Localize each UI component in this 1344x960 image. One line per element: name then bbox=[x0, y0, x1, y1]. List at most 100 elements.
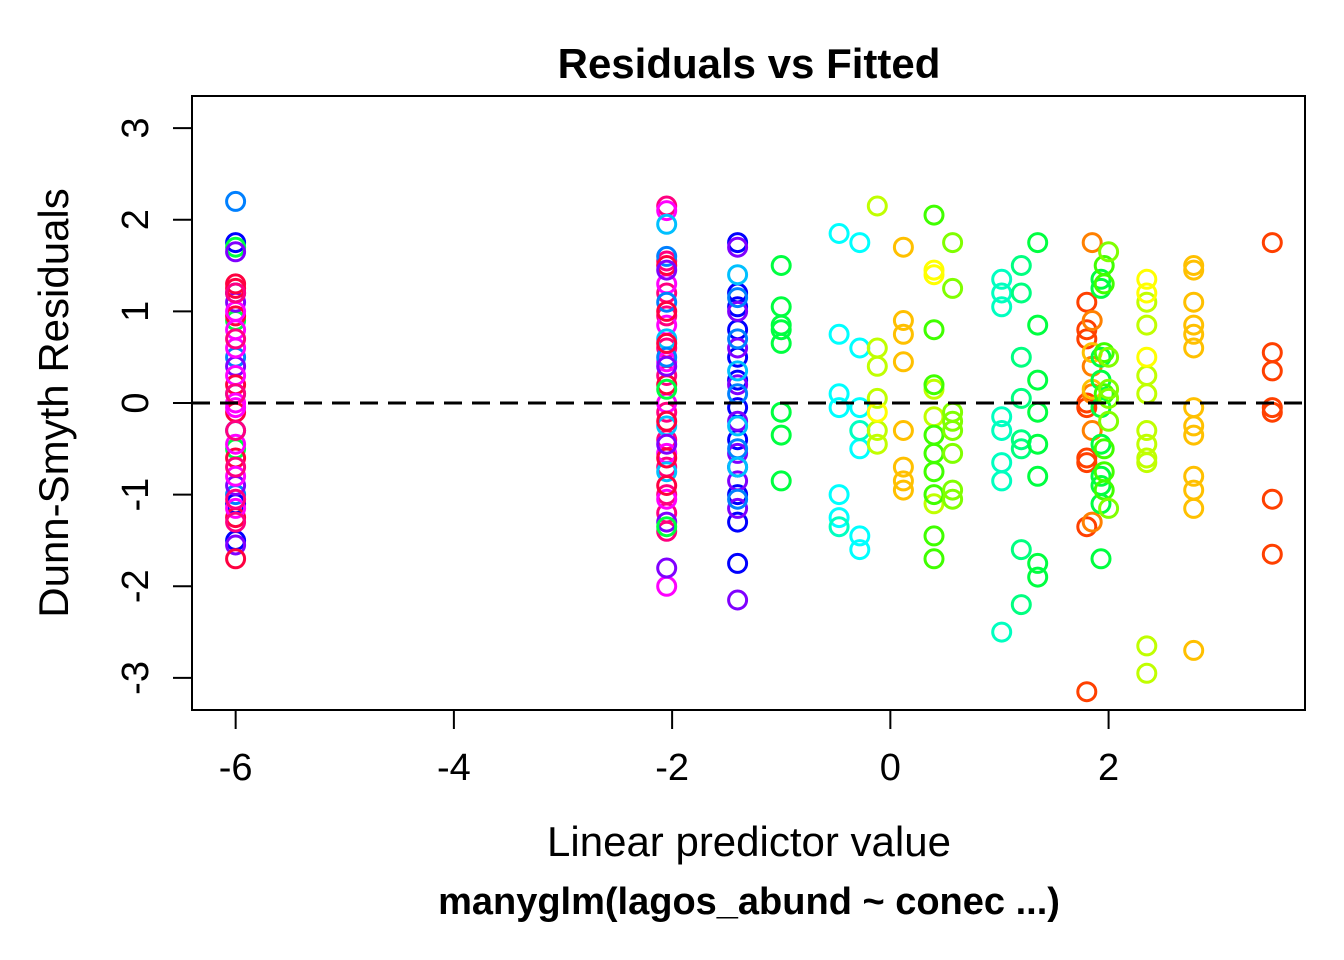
data-point bbox=[727, 488, 749, 510]
data-point bbox=[225, 548, 247, 570]
data-point bbox=[923, 548, 945, 570]
data-point bbox=[1136, 452, 1158, 474]
data-point bbox=[1261, 360, 1283, 382]
x-tick-label: -4 bbox=[437, 747, 471, 789]
x-tick-label: 0 bbox=[880, 747, 901, 789]
data-point bbox=[1090, 548, 1112, 570]
data-point bbox=[1027, 232, 1049, 254]
data-point bbox=[656, 245, 678, 267]
data-point bbox=[656, 488, 678, 510]
data-point bbox=[1183, 497, 1205, 519]
data-point bbox=[225, 456, 247, 478]
y-tick-label: -3 bbox=[115, 661, 157, 695]
x-axis-label: Linear predictor value bbox=[547, 818, 951, 865]
data-point bbox=[991, 420, 1013, 441]
data-point bbox=[1136, 346, 1158, 368]
data-point bbox=[923, 424, 945, 446]
data-point bbox=[828, 397, 850, 419]
data-point bbox=[923, 406, 945, 428]
data-point bbox=[225, 534, 247, 556]
data-point bbox=[991, 406, 1013, 428]
y-tick-label: -1 bbox=[115, 478, 157, 512]
data-point bbox=[828, 223, 850, 244]
data-point bbox=[1027, 433, 1049, 455]
data-point bbox=[866, 195, 888, 217]
data-point bbox=[225, 328, 247, 350]
data-point bbox=[849, 232, 871, 254]
data-point bbox=[1027, 465, 1049, 487]
data-point bbox=[991, 470, 1013, 492]
data-point bbox=[225, 337, 247, 359]
y-tick-label: -2 bbox=[115, 569, 157, 603]
data-point bbox=[1090, 433, 1112, 455]
data-point bbox=[1136, 635, 1158, 657]
model-formula-subtitle: manyglm(lagos_abund ~ conec ...) bbox=[438, 881, 1060, 923]
data-point bbox=[991, 282, 1013, 304]
data-point bbox=[1010, 387, 1032, 409]
data-point bbox=[656, 346, 678, 368]
x-tick-label: -2 bbox=[655, 747, 689, 789]
y-tick-label: 1 bbox=[115, 301, 157, 322]
data-point bbox=[1098, 387, 1120, 409]
data-point bbox=[1136, 314, 1158, 336]
data-point bbox=[225, 433, 247, 455]
data-point bbox=[923, 204, 945, 226]
data-point bbox=[727, 236, 749, 258]
data-point bbox=[225, 190, 247, 212]
data-point bbox=[727, 374, 749, 396]
data-point bbox=[828, 323, 850, 345]
data-point bbox=[225, 420, 247, 441]
data-point bbox=[1090, 277, 1112, 299]
data-point bbox=[727, 589, 749, 611]
y-axis-label: Dunn-Smyth Residuals bbox=[30, 188, 77, 618]
data-point bbox=[923, 319, 945, 341]
data-point bbox=[727, 264, 749, 286]
data-point bbox=[1076, 397, 1098, 419]
data-point bbox=[656, 401, 678, 423]
data-point bbox=[923, 374, 945, 396]
data-point bbox=[828, 507, 850, 529]
data-point bbox=[727, 497, 749, 519]
data-point bbox=[892, 470, 914, 492]
data-point bbox=[1090, 465, 1112, 487]
data-point bbox=[1010, 282, 1032, 304]
data-point bbox=[1076, 291, 1098, 313]
data-point bbox=[849, 438, 871, 460]
data-points bbox=[225, 190, 1283, 703]
data-point bbox=[727, 456, 749, 478]
data-point bbox=[1081, 310, 1103, 331]
data-point bbox=[942, 442, 964, 464]
data-point bbox=[1098, 378, 1120, 400]
data-point bbox=[1183, 424, 1205, 446]
data-point bbox=[727, 328, 749, 350]
data-point bbox=[1183, 465, 1205, 487]
data-point bbox=[1183, 415, 1205, 437]
data-point bbox=[1183, 639, 1205, 661]
data-point bbox=[1010, 539, 1032, 561]
data-point bbox=[1010, 255, 1032, 276]
data-point bbox=[866, 433, 888, 455]
data-point bbox=[1136, 420, 1158, 441]
data-point bbox=[1183, 397, 1205, 419]
data-point bbox=[1027, 369, 1049, 391]
data-point bbox=[225, 497, 247, 519]
data-point bbox=[1136, 662, 1158, 684]
data-point bbox=[1027, 314, 1049, 336]
data-point bbox=[1261, 342, 1283, 364]
data-point bbox=[1183, 259, 1205, 281]
data-point bbox=[656, 355, 678, 377]
data-point bbox=[1076, 328, 1098, 350]
data-point bbox=[656, 447, 678, 469]
x-tick-label: 2 bbox=[1098, 747, 1119, 789]
data-point bbox=[866, 355, 888, 377]
data-point bbox=[849, 397, 871, 419]
data-point bbox=[770, 424, 792, 446]
data-point bbox=[770, 401, 792, 423]
data-point bbox=[942, 479, 964, 501]
data-point bbox=[923, 493, 945, 515]
data-point bbox=[942, 232, 964, 254]
data-point bbox=[1098, 497, 1120, 519]
data-point bbox=[1093, 438, 1115, 460]
data-point bbox=[225, 397, 247, 419]
